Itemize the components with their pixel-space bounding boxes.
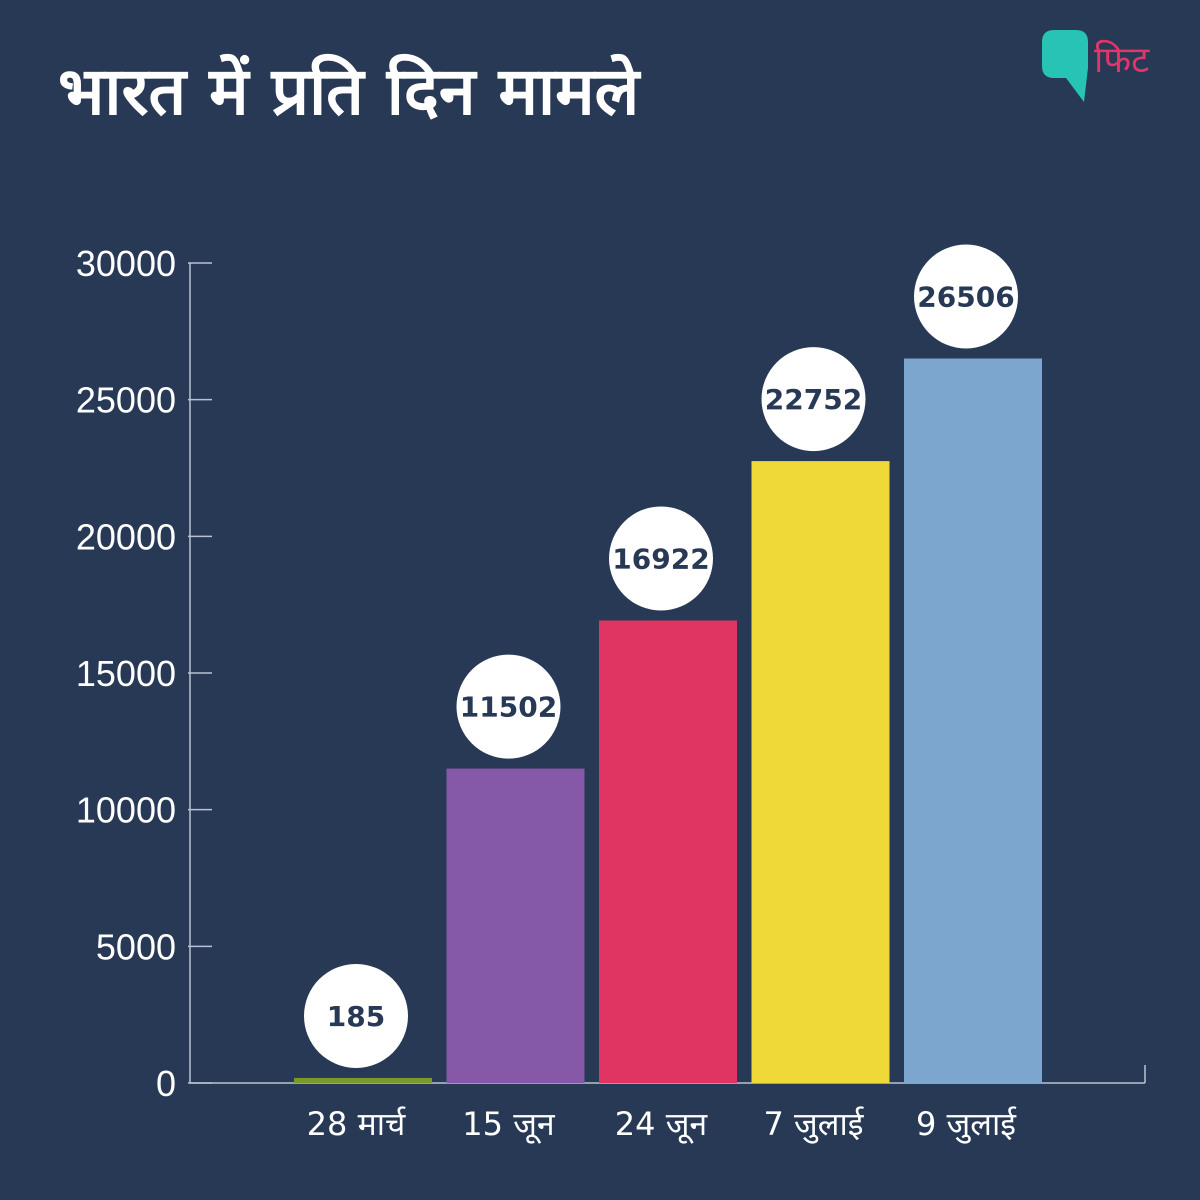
- chart-title: भारत में प्रति दिन मामले: [58, 53, 640, 130]
- data-label-bubble: [914, 244, 1018, 349]
- x-tick-label: 9 जुलाई: [916, 1105, 1017, 1144]
- data-label: 16922: [612, 542, 709, 575]
- y-tick-label: 25000: [76, 380, 176, 421]
- brand-name: फिट: [1094, 40, 1150, 81]
- bar: [294, 1077, 432, 1083]
- y-tick-label: 15000: [76, 653, 176, 694]
- y-tick-label: 10000: [76, 790, 176, 831]
- data-label: 11502: [460, 691, 557, 724]
- bar: [751, 461, 890, 1083]
- data-label-bubble: [304, 963, 408, 1068]
- data-label-bubble: [609, 506, 713, 611]
- speech-bubble-logo-icon: [1042, 30, 1088, 102]
- x-tick-label: 7 जुलाई: [764, 1105, 865, 1144]
- y-tick-label: 20000: [76, 516, 176, 557]
- data-label: 185: [327, 1000, 385, 1033]
- data-label-bubble: [761, 347, 866, 452]
- bar: [599, 620, 737, 1083]
- bar: [446, 768, 585, 1083]
- y-tick-label: 0: [156, 1063, 176, 1104]
- bar: [904, 358, 1042, 1083]
- chart-axes: 0 5000 10000 15000 20000 25000 30000: [76, 243, 1146, 1104]
- y-tick-label: 5000: [96, 926, 176, 967]
- y-tick-label: 30000: [76, 243, 176, 284]
- data-label: 22752: [765, 383, 862, 416]
- data-label-bubble: [456, 654, 561, 759]
- x-tick-label: 28 मार्च: [307, 1105, 407, 1143]
- x-tick-label: 24 जून: [615, 1105, 709, 1144]
- data-label: 26506: [917, 281, 1014, 314]
- x-tick-label: 15 जून: [462, 1105, 556, 1144]
- chart-bars: 28 मार्च 15 जून 24 जून 7 जुलाई 9 जुलाई: [294, 358, 1042, 1144]
- chart-data-labels: 185 11502 16922 22752 26506: [304, 244, 1018, 1068]
